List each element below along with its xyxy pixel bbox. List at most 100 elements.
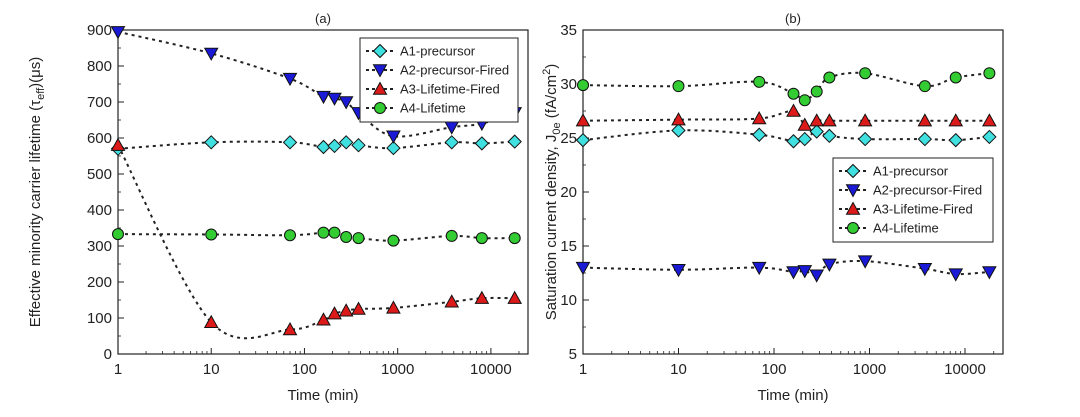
chart-panel-b: (b) 1 10 100 1000 10000 5 10 15 20 25 30 35 Time (… [541, 11, 1004, 404]
series-a3 [110, 137, 523, 340]
data-point [338, 135, 354, 150]
data-point [751, 127, 767, 142]
y-tick-label: 900 [87, 22, 112, 39]
legend-marker [374, 102, 386, 114]
legend-marker [372, 64, 388, 78]
x-tick-label: 10 [670, 361, 687, 378]
data-point [338, 303, 354, 317]
legend-label: A3-Lifetime-Fired [873, 202, 973, 217]
data-point [809, 113, 825, 127]
series-line [117, 144, 515, 340]
series-a3 [575, 103, 997, 131]
data-point [948, 132, 963, 148]
data-point [797, 265, 813, 279]
data-point [786, 266, 801, 280]
series-line [117, 231, 515, 242]
x-tick-label: 100 [292, 361, 317, 378]
panel-title-a: (a) [315, 11, 331, 26]
x-axis-label-a: Time (min) [287, 387, 358, 404]
series-layer-b [575, 67, 997, 283]
data-point [751, 111, 767, 125]
series-line [117, 140, 515, 150]
legend-item: A3-Lifetime-Fired [366, 81, 500, 97]
legend-item: A4-Lifetime [366, 101, 466, 116]
y-tick-label: 30 [560, 76, 577, 93]
series-line [582, 259, 990, 277]
data-point [327, 306, 342, 320]
data-point [507, 134, 522, 149]
data-point [474, 290, 490, 304]
data-point [507, 290, 523, 304]
x-tick-label: 10 [203, 361, 220, 378]
data-point [918, 80, 931, 93]
data-point [316, 139, 331, 155]
series-a1 [110, 134, 522, 157]
data-point [797, 117, 813, 131]
data-point [859, 67, 872, 80]
y-tick-label: 5 [569, 346, 577, 363]
data-point [444, 135, 459, 150]
x-tick-label: 1000 [381, 361, 414, 378]
data-point [671, 264, 686, 278]
legend-marker [845, 201, 861, 215]
data-point [983, 67, 996, 80]
data-point [282, 321, 298, 336]
data-point [282, 135, 298, 150]
data-point [340, 231, 353, 243]
legend-marker [845, 184, 861, 198]
data-point [751, 261, 767, 276]
data-point [475, 232, 488, 245]
legend-marker [372, 43, 388, 59]
x-tick-label: 1 [114, 361, 122, 378]
y-tick-label: 100 [87, 310, 112, 327]
data-point [786, 103, 801, 117]
y-axis-label-a: Effective minority carrier lifetime (τef… [27, 57, 47, 328]
data-point [444, 294, 460, 308]
data-point [822, 258, 837, 272]
x-tick-label: 100 [761, 361, 786, 378]
data-point [508, 232, 521, 245]
data-point [445, 229, 458, 242]
data-point [387, 234, 400, 247]
data-point [809, 269, 825, 283]
legend-marker [845, 163, 861, 179]
legend-label: A3-Lifetime-Fired [400, 82, 500, 97]
data-point [948, 113, 964, 127]
data-point [917, 113, 933, 127]
data-point [338, 96, 354, 110]
data-point [671, 123, 686, 138]
legend-label: A2-precursor-Fired [400, 63, 509, 78]
y-tick-label: 35 [560, 22, 577, 39]
legend-label: A1-precursor [400, 44, 476, 59]
y-tick-label: 10 [560, 292, 577, 309]
legend-item: A1-precursor [839, 164, 949, 179]
data-point [474, 136, 490, 151]
y-ticks-a: 0 100 200 300 400 500 600 700 800 900 [87, 22, 124, 363]
legend-label: A4-Lifetime [400, 101, 466, 116]
data-point [386, 130, 401, 144]
series-a4 [577, 67, 996, 107]
data-point [672, 80, 685, 93]
x-ticks-b: 1 10 100 1000 10000 [579, 348, 995, 378]
data-point [284, 229, 297, 242]
x-tick-label: 1 [579, 361, 587, 378]
data-point [205, 228, 218, 241]
data-point [949, 71, 962, 84]
data-point [982, 113, 997, 127]
y-tick-label: 20 [560, 184, 577, 201]
legend-item: A2-precursor-Fired [839, 183, 982, 198]
data-point [316, 312, 331, 326]
data-point [575, 261, 591, 276]
legend-label: A4-Lifetime [873, 221, 939, 236]
data-point [797, 131, 812, 147]
data-point [282, 72, 298, 87]
y-tick-label: 200 [87, 274, 112, 291]
data-point [822, 128, 837, 144]
y-tick-label: 300 [87, 238, 112, 255]
y-tick-label: 15 [560, 238, 577, 255]
data-point [575, 113, 591, 127]
y-tick-label: 700 [87, 94, 112, 111]
data-point [982, 129, 997, 145]
data-point [948, 268, 964, 282]
y-tick-label: 600 [87, 130, 112, 147]
